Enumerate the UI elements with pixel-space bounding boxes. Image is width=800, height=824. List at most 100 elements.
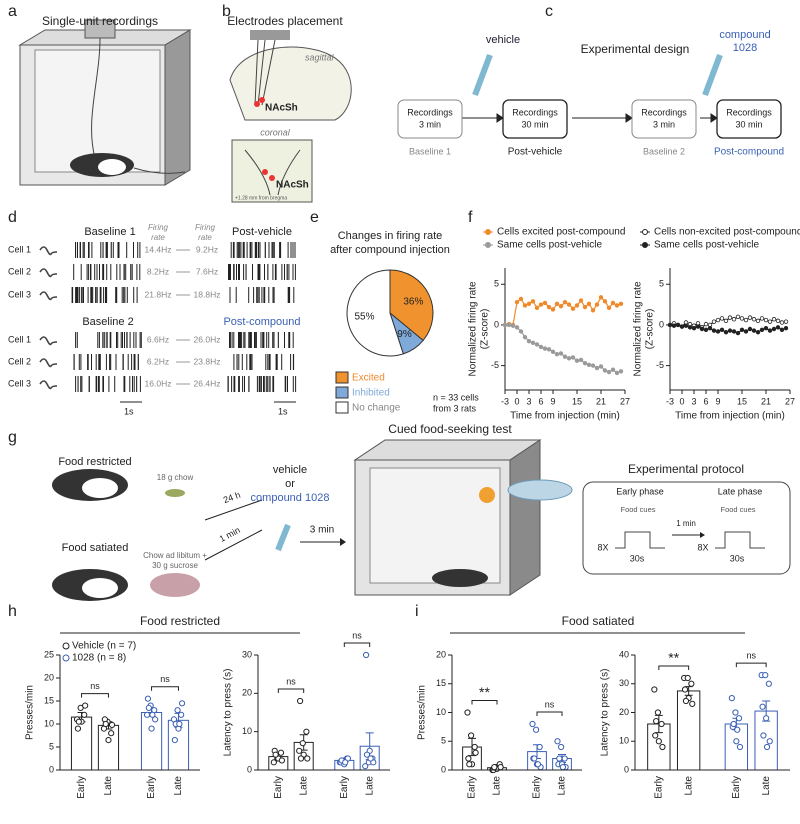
data-point: [689, 700, 696, 707]
data-point: [763, 743, 771, 751]
data-point: [570, 355, 576, 360]
bar: [676, 690, 701, 771]
data-point: [561, 755, 568, 762]
data-point: [362, 651, 370, 659]
design-box: [716, 99, 782, 139]
panel-label: f: [468, 209, 473, 226]
label: after compound injection: [330, 244, 450, 256]
y-tick-label: 20: [44, 672, 54, 682]
data-point: [363, 751, 371, 758]
spike-raster: [227, 376, 297, 392]
data-point: [176, 720, 183, 728]
data-point: [468, 732, 475, 739]
value-label: 36%: [403, 297, 423, 308]
legend-label: Cells excited post-compound: [497, 227, 625, 238]
legend-label: Same cells post-vehicle: [654, 240, 759, 251]
label: Late phase: [718, 486, 763, 496]
data-point: [546, 347, 552, 352]
label: Cell 2: [8, 356, 31, 366]
data-point: [534, 305, 540, 311]
waveform: [39, 380, 58, 390]
data-point: [654, 709, 662, 716]
label: 8X: [597, 542, 608, 552]
data-point: [727, 315, 733, 320]
data-point: [723, 318, 729, 324]
label: 26.4Hz: [194, 378, 221, 388]
data-point: [684, 674, 691, 682]
y-tick-label: 40: [619, 649, 629, 659]
x-tick-label: 0: [679, 396, 684, 406]
data-point: [586, 362, 592, 367]
label: 30 g sucrose: [152, 561, 198, 570]
legend-swatch: [335, 371, 349, 384]
data-point: [562, 354, 568, 359]
data-point: [618, 369, 624, 374]
data-point: [747, 326, 753, 332]
data-point: [658, 720, 665, 728]
data-point: [766, 738, 773, 745]
y-tick-label: 15: [44, 695, 54, 705]
y-tick-label: 0: [659, 319, 664, 329]
legend-label: Cells non-excited post-compound: [654, 227, 800, 238]
x-tick-label: Early: [146, 776, 157, 799]
panel-label: e: [310, 209, 319, 226]
data-point: [759, 327, 765, 333]
data-point: [144, 695, 152, 702]
label: 8X: [697, 542, 708, 552]
x-tick-label: 6: [703, 396, 708, 406]
y-tick-label: -5: [491, 360, 499, 370]
data-point: [270, 759, 277, 766]
label: vehicle: [486, 34, 520, 46]
design-box: [502, 99, 568, 139]
data-point: [735, 314, 741, 319]
data-point: [683, 323, 689, 328]
x-tick-label: -3: [501, 396, 509, 406]
data-point: [510, 323, 516, 328]
data-point: [763, 715, 770, 722]
legend-marker: [485, 229, 491, 235]
data-point: [715, 317, 721, 323]
data-point: [272, 751, 279, 758]
y-tick-label: 5: [659, 279, 664, 289]
label: 24 h: [222, 490, 242, 505]
data-point: [736, 743, 744, 751]
data-point: [747, 315, 753, 320]
label: Recordings: [512, 107, 558, 117]
spike-raster: [75, 332, 142, 348]
label: from 3 rats: [433, 403, 477, 413]
data-point: [145, 704, 152, 712]
y-axis-label: Normalized firing rate: [468, 281, 479, 376]
y-tick-label: 30: [619, 678, 629, 688]
design-box: [397, 99, 463, 139]
label: 30s: [630, 553, 645, 563]
data-point: [711, 319, 717, 324]
sig-bracket: [81, 693, 109, 698]
data-point: [542, 346, 548, 351]
annotation: ns: [352, 630, 362, 640]
data-point: [653, 718, 660, 725]
y-axis-label: (Z-score): [480, 309, 491, 350]
label: Baseline 1: [409, 146, 451, 156]
label: Cell 1: [8, 334, 31, 344]
x-tick-label: 21: [596, 396, 606, 406]
legend-swatch: [335, 401, 349, 414]
spike-raster: [233, 354, 295, 370]
data-point: [687, 325, 693, 330]
data-point: [719, 316, 725, 321]
label: rate: [198, 233, 212, 242]
x-axis-label: Time from injection (min): [510, 411, 620, 422]
x-tick-label: Early: [76, 776, 87, 799]
data-point: [342, 759, 349, 766]
x-tick-label: -3: [666, 396, 674, 406]
legend-marker: [485, 242, 491, 248]
label: Chow ad libitum +: [143, 551, 207, 560]
x-tick-label: 3: [691, 396, 696, 406]
label: Food satiated: [62, 542, 129, 554]
sig-bracket: [277, 688, 305, 693]
label: Firing: [148, 223, 169, 232]
data-point: [464, 709, 471, 716]
data-point: [277, 749, 285, 756]
label: 9.2Hz: [196, 244, 218, 254]
label: Baseline 2: [82, 316, 133, 328]
panel-title: Single-unit recordings: [42, 14, 158, 28]
